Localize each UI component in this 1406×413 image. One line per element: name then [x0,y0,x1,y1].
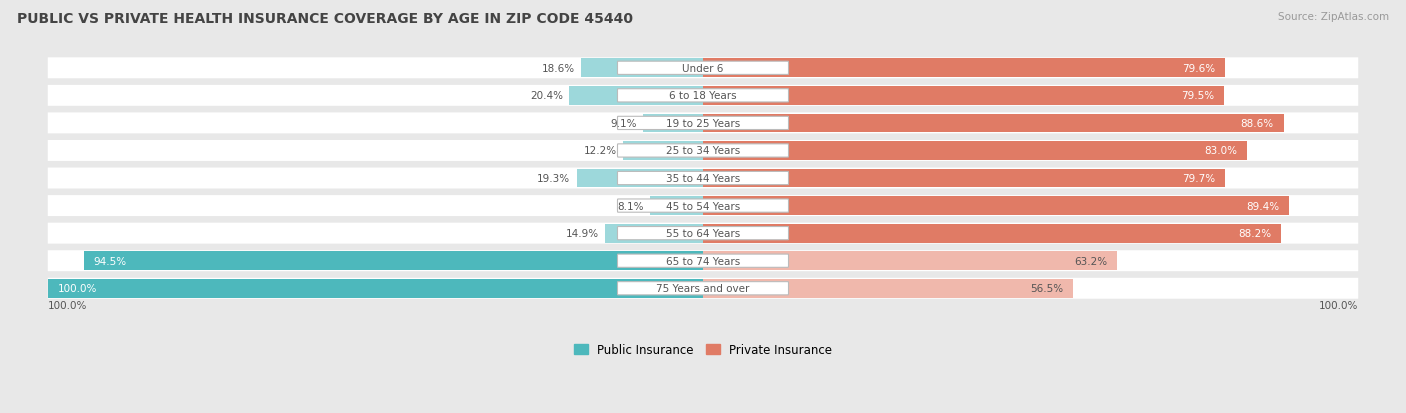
FancyBboxPatch shape [48,196,1358,216]
FancyBboxPatch shape [48,58,1358,79]
Bar [703,197,1289,216]
FancyBboxPatch shape [48,85,1358,107]
Text: Source: ZipAtlas.com: Source: ZipAtlas.com [1278,12,1389,22]
Bar [576,169,703,188]
Text: 100.0%: 100.0% [58,284,97,294]
FancyBboxPatch shape [48,278,1358,299]
Bar [581,59,703,78]
Bar [48,279,703,298]
Text: 55 to 64 Years: 55 to 64 Years [666,228,740,239]
Text: 9.1%: 9.1% [610,119,637,128]
Bar [644,114,703,133]
FancyBboxPatch shape [617,282,789,295]
Bar [703,169,1225,188]
Text: 75 Years and over: 75 Years and over [657,284,749,294]
FancyBboxPatch shape [617,254,789,268]
FancyBboxPatch shape [617,227,789,240]
Text: 12.2%: 12.2% [583,146,616,156]
FancyBboxPatch shape [48,168,1358,189]
Text: 19 to 25 Years: 19 to 25 Years [666,119,740,128]
Bar [703,279,1073,298]
Bar [650,197,703,216]
FancyBboxPatch shape [48,251,1358,271]
Text: 65 to 74 Years: 65 to 74 Years [666,256,740,266]
Bar [703,224,1281,243]
Text: 14.9%: 14.9% [565,228,599,239]
Text: 63.2%: 63.2% [1074,256,1108,266]
FancyBboxPatch shape [617,90,789,103]
Text: Under 6: Under 6 [682,64,724,74]
Bar [623,142,703,160]
Bar [84,252,703,271]
Text: PUBLIC VS PRIVATE HEALTH INSURANCE COVERAGE BY AGE IN ZIP CODE 45440: PUBLIC VS PRIVATE HEALTH INSURANCE COVER… [17,12,633,26]
Bar [569,87,703,105]
Text: 100.0%: 100.0% [1319,301,1358,311]
FancyBboxPatch shape [617,62,789,75]
Text: 79.7%: 79.7% [1182,173,1215,184]
FancyBboxPatch shape [48,113,1358,134]
Text: 56.5%: 56.5% [1031,284,1063,294]
FancyBboxPatch shape [617,199,789,213]
Text: 89.4%: 89.4% [1246,201,1279,211]
Legend: Public Insurance, Private Insurance: Public Insurance, Private Insurance [569,338,837,361]
Text: 18.6%: 18.6% [541,64,575,74]
Text: 19.3%: 19.3% [537,173,569,184]
Bar [703,114,1284,133]
Text: 100.0%: 100.0% [48,301,87,311]
FancyBboxPatch shape [48,141,1358,161]
Text: 45 to 54 Years: 45 to 54 Years [666,201,740,211]
FancyBboxPatch shape [617,172,789,185]
Text: 94.5%: 94.5% [94,256,127,266]
FancyBboxPatch shape [617,117,789,130]
Text: 88.6%: 88.6% [1240,119,1274,128]
Text: 8.1%: 8.1% [617,201,644,211]
Bar [703,59,1225,78]
FancyBboxPatch shape [48,223,1358,244]
Bar [606,224,703,243]
FancyBboxPatch shape [617,145,789,158]
Bar [703,87,1223,105]
Text: 6 to 18 Years: 6 to 18 Years [669,91,737,101]
Text: 83.0%: 83.0% [1204,146,1237,156]
Text: 25 to 34 Years: 25 to 34 Years [666,146,740,156]
Text: 88.2%: 88.2% [1237,228,1271,239]
Text: 79.5%: 79.5% [1181,91,1215,101]
Bar [703,142,1247,160]
Text: 20.4%: 20.4% [530,91,562,101]
Bar [703,252,1118,271]
Text: 35 to 44 Years: 35 to 44 Years [666,173,740,184]
Text: 79.6%: 79.6% [1181,64,1215,74]
